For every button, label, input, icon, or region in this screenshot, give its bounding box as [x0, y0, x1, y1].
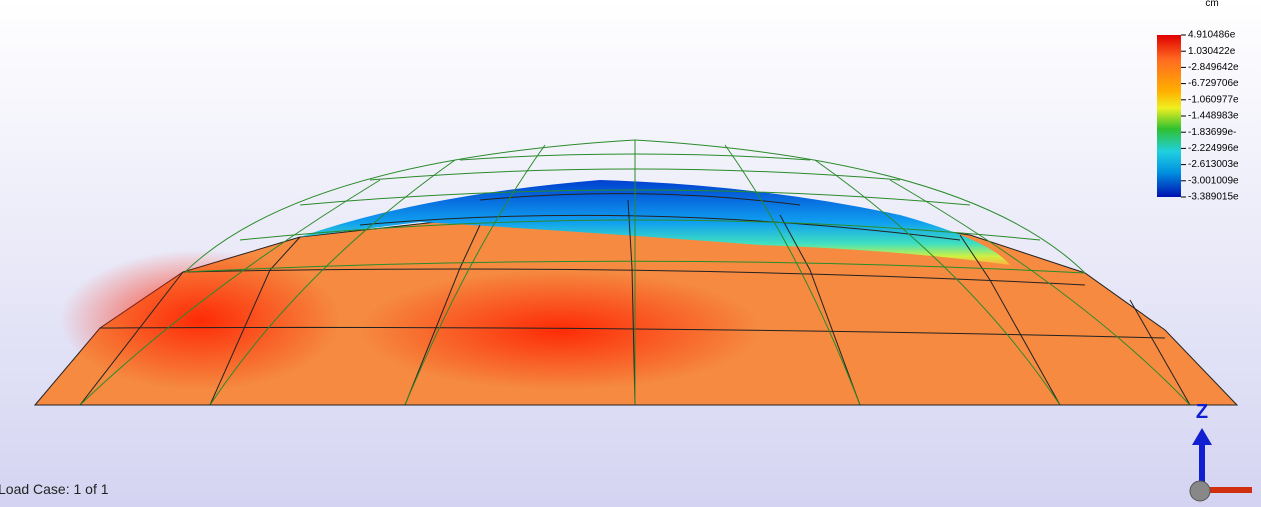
legend-label: -1.83699e-	[1188, 127, 1236, 138]
origin-sphere	[1190, 481, 1210, 501]
legend-label: -1.060977e	[1188, 94, 1239, 105]
color-bar	[1157, 35, 1181, 197]
legend-unit: cm	[1205, 0, 1218, 9]
legend-label: 1.030422e	[1188, 46, 1236, 57]
legend-label: -3.389015e	[1188, 192, 1239, 203]
axis-label: Z	[1196, 401, 1208, 423]
legend-labels: 4.910486e 1.030422e -2.849642e -6.729706e -1…	[1181, 30, 1239, 203]
legend-label: -6.729706e	[1188, 78, 1239, 89]
legend-label: 4.910486e	[1188, 30, 1236, 41]
legend-label: -2.849642e	[1188, 62, 1239, 73]
legend-label: -2.224996e	[1188, 143, 1239, 154]
load-case: Load Case: 1 of 1	[0, 481, 109, 497]
legend-label: -1.448983e	[1188, 111, 1239, 122]
legend-label: -3.001009e	[1188, 175, 1239, 186]
page: cm 4.910486e 1.030422e -2.849642e -6.729706…	[0, 0, 1261, 507]
viewport: cm 4.910486e 1.030422e -2.849642e -6.729706…	[0, 0, 1261, 507]
legend-label: -2.613003e	[1188, 159, 1239, 170]
